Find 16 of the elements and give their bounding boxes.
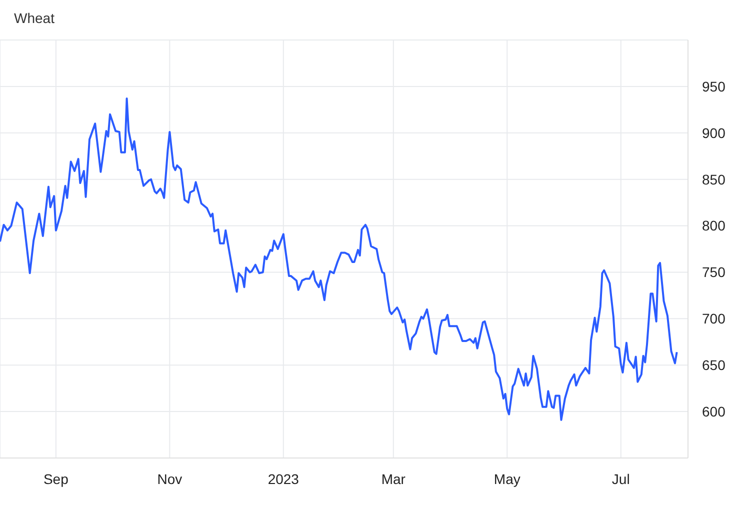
y-tick-label: 700 <box>702 310 726 327</box>
x-tick-label: Nov <box>157 470 182 487</box>
x-tick-label: Mar <box>381 470 406 487</box>
y-tick-label: 950 <box>702 78 726 94</box>
x-tick-label: Jul <box>612 470 630 487</box>
x-tick-label: May <box>494 470 520 487</box>
x-tick-label: Sep <box>43 470 69 487</box>
y-tick-label: 800 <box>702 218 726 234</box>
y-tick-label: 600 <box>702 404 726 420</box>
y-tick-label: 850 <box>702 171 726 188</box>
y-tick-label: 650 <box>702 357 726 374</box>
y-tick-label: 750 <box>702 264 726 280</box>
chart-title: Wheat <box>14 10 54 26</box>
x-tick-label: 2023 <box>268 470 300 487</box>
line-series <box>0 98 678 421</box>
y-tick-label: 900 <box>702 124 726 141</box>
